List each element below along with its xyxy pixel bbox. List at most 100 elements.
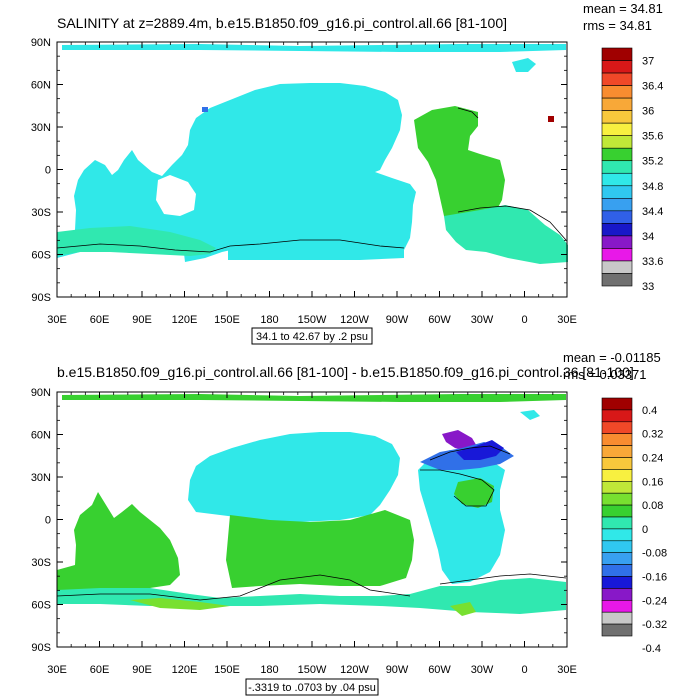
panel-1-colorbar-box bbox=[601, 223, 633, 237]
panel-2-colorbar: 0.4 0.32 0.24 0.16 0.08 0 -0.08 -0.16 -0.24 -0.32… bbox=[601, 397, 667, 655]
panel-1-colorbar-box bbox=[601, 260, 633, 274]
panel-2-colorbar-box bbox=[601, 552, 633, 565]
panel-1-range-label: 34.1 to 42.67 by .2 psu bbox=[256, 331, 368, 343]
panel-1-australia-land bbox=[156, 175, 196, 216]
panel-2: b.e15.B1850.f09_g16.pi_control.all.66 [8… bbox=[31, 350, 667, 696]
panel-1-x-tick-label: 150W bbox=[298, 314, 327, 326]
panel-2-range-label: -.3319 to .0703 by .04 psu bbox=[248, 682, 376, 694]
panel-1-title: SALINITY at z=2889.4m, b.e15.B1850.f09_g… bbox=[57, 15, 507, 31]
panel-2-axes: 30E 60E 90E 120E 150E 180 150W 120W 90W 60W 30W 0 30… bbox=[31, 387, 577, 676]
panel-1-colorbar-label: 33 bbox=[642, 281, 654, 293]
panel-1-x-tick-label: 30W bbox=[471, 314, 494, 326]
panel-2-y-tick-label: 30S bbox=[31, 557, 51, 569]
panel-2-colorbar-box bbox=[601, 516, 633, 530]
panel-2-colorbar-label: -0.4 bbox=[642, 643, 661, 655]
panel-2-range-box bbox=[245, 678, 379, 696]
panel-1-map bbox=[56, 44, 568, 264]
panel-2-x-tick-label: 30E bbox=[557, 664, 577, 676]
panel-2-x-tick-label: 90E bbox=[132, 664, 152, 676]
panel-2-colorbar-label: 0.24 bbox=[642, 453, 663, 465]
panel-2-indian-ocean bbox=[57, 492, 180, 600]
panel-1-southern-ocean bbox=[444, 205, 568, 264]
panel-2-colorbar-box bbox=[601, 528, 633, 542]
panel-1-x-tick-label: 90E bbox=[132, 314, 152, 326]
panel-2-contour-southern bbox=[56, 574, 411, 601]
panel-2-contour-north bbox=[429, 445, 511, 461]
panel-2-rms: rms = 0.03371 bbox=[563, 367, 646, 382]
panel-1-colorbar-label: 35.2 bbox=[642, 156, 663, 168]
panel-2-colorbar-box bbox=[601, 492, 633, 506]
panel-2-x-tick-label: 0 bbox=[521, 664, 527, 676]
panel-1-colorbar-box bbox=[601, 97, 633, 111]
panel-2-colorbar-label: -0.24 bbox=[642, 595, 667, 607]
panel-1-colorbar-box bbox=[601, 85, 633, 99]
panel-2-colorbar-label: 0.08 bbox=[642, 500, 663, 512]
panel-2-x-tick-label: 60W bbox=[428, 664, 451, 676]
panel-1-colorbar-box bbox=[601, 172, 633, 187]
panel-2-colorbar-box bbox=[601, 540, 633, 553]
panel-1-colorbar-box bbox=[601, 122, 633, 136]
panel-1-x-tick-label: 180 bbox=[260, 314, 278, 326]
panel-2-colorbar-box bbox=[601, 564, 633, 577]
panel-2-colorbar-box bbox=[601, 588, 633, 601]
panel-2-colorbar-box bbox=[601, 397, 633, 411]
panel-1-colorbar-box bbox=[601, 110, 633, 124]
panel-2-colorbar-box bbox=[601, 576, 633, 589]
panel-2-colorbar-box bbox=[601, 599, 633, 613]
panel-2-x-tick-label: 150E bbox=[214, 664, 240, 676]
panel-2-y-tick-label: 60N bbox=[31, 430, 51, 442]
panel-2-colorbar-box bbox=[601, 623, 633, 637]
panel-1-colorbar-label: 37 bbox=[642, 56, 654, 68]
panel-2-x-tick-label: 180 bbox=[260, 664, 278, 676]
panel-1-rms: rms = 34.81 bbox=[583, 18, 652, 33]
panel-1-southern-ocean-west bbox=[57, 226, 216, 256]
panel-1-colorbar-box bbox=[601, 273, 633, 287]
panel-2-colorbar-box bbox=[601, 409, 633, 423]
panel-1-x-tick-label: 60W bbox=[428, 314, 451, 326]
panel-2-map bbox=[56, 394, 567, 616]
panel-2-atlantic-green bbox=[454, 478, 494, 508]
panel-1-y-tick-label: 90S bbox=[31, 292, 51, 304]
panel-2-x-tick-label: 60E bbox=[90, 664, 110, 676]
panel-2-atlantic-sector-green bbox=[450, 602, 476, 616]
panel-2-x-tick-label: 120W bbox=[340, 664, 369, 676]
panel-1-y-tick-label: 30S bbox=[31, 207, 51, 219]
panel-1-colorbar-box bbox=[601, 198, 633, 212]
panel-1-y-tick-label: 90N bbox=[31, 37, 51, 49]
panel-1-colorbar-label: 35.6 bbox=[642, 131, 663, 143]
panel-1-contour-atlantic bbox=[457, 205, 567, 241]
panel-2-y-tick-label: 60S bbox=[31, 600, 51, 612]
panel-1-colorbar-box bbox=[601, 210, 633, 224]
panel-1-colorbar-label: 34.4 bbox=[642, 206, 663, 218]
panel-2-colorbar-box bbox=[601, 445, 633, 458]
panel-1-colorbar-label: 33.6 bbox=[642, 256, 663, 268]
panel-1-x-tick-label: 0 bbox=[521, 314, 527, 326]
panel-1-colorbar-box bbox=[601, 47, 633, 61]
panel-1-blue-spot bbox=[202, 107, 208, 112]
panel-2-colorbar-box bbox=[601, 457, 633, 470]
panel-1-x-tick-label: 150E bbox=[214, 314, 240, 326]
panel-1-x-tick-label: 120W bbox=[340, 314, 369, 326]
panel-2-colorbar-box bbox=[601, 421, 633, 434]
panel-1-axes: 30E 60E 90E 120E 150E 180 150W 120W 90W 60W 30W 0 30… bbox=[31, 37, 577, 326]
panel-2-colorbar-label: -0.16 bbox=[642, 572, 667, 584]
panel-2-y-tick-label: 0 bbox=[45, 515, 51, 527]
panel-2-barents-sea bbox=[520, 410, 540, 420]
panel-2-colorbar-label: 0.16 bbox=[642, 476, 663, 488]
panel-2-weddell-green bbox=[130, 598, 230, 610]
panel-2-arctic-strip bbox=[62, 394, 566, 402]
panel-2-colorbar-box bbox=[601, 433, 633, 446]
panel-2-colorbar-box bbox=[601, 480, 633, 494]
panel-2-x-tick-label: 120E bbox=[172, 664, 198, 676]
panel-1-colorbar-box bbox=[601, 235, 633, 249]
panel-2-colorbar-box bbox=[601, 611, 633, 625]
panel-2-title: b.e15.B1850.f09_g16.pi_control.all.66 [8… bbox=[57, 364, 634, 380]
panel-1-x-tick-label: 120E bbox=[172, 314, 198, 326]
panel-2-colorbar-label: 0.4 bbox=[642, 405, 657, 417]
panel-2-pacific-north bbox=[188, 432, 400, 522]
panel-1-y-tick-label: 30N bbox=[31, 122, 51, 134]
panel-2-mean: mean = -0.01185 bbox=[563, 350, 661, 365]
panel-1-contour-north-atlantic bbox=[457, 107, 479, 119]
panel-1-barents-sea bbox=[512, 58, 536, 72]
